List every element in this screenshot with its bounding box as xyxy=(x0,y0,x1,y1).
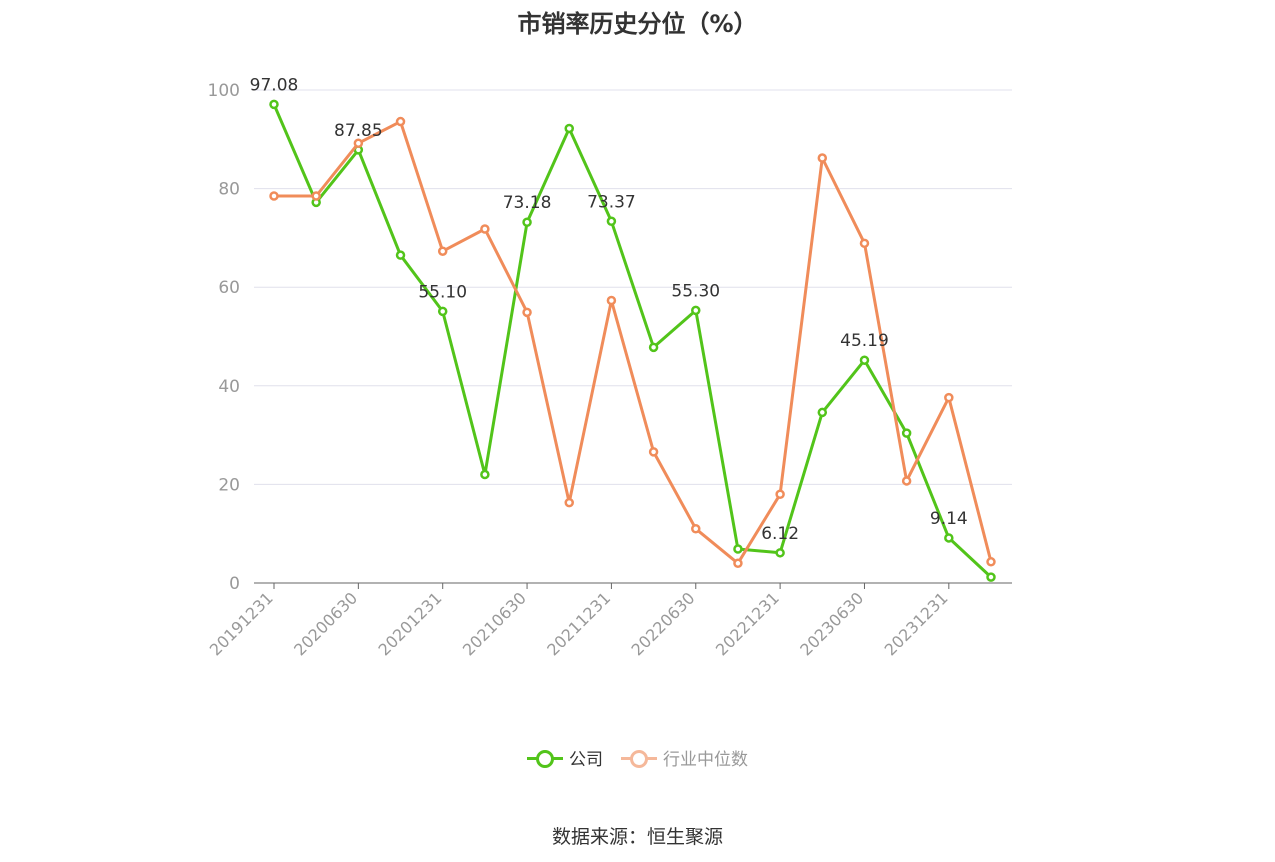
data-source: 数据来源：恒生聚源 xyxy=(551,826,723,848)
point-company-20221231 xyxy=(775,548,785,558)
data-label-company-20211231: 73.37 xyxy=(587,192,636,212)
point-company-20201231 xyxy=(437,306,448,317)
point-industry-median-20221231 xyxy=(775,489,785,500)
legend-industry-label: 行业中位数 xyxy=(663,750,748,770)
point-company-20210331 xyxy=(480,469,490,480)
legend-item-industry-median[interactable]: 行业中位数 xyxy=(621,745,748,770)
legend: 公司 行业中位数 xyxy=(0,745,1275,770)
point-company-20210930 xyxy=(564,123,574,134)
legend-item-company[interactable]: 公司 xyxy=(527,745,603,770)
data-label-company-20191231: 97.08 xyxy=(250,75,299,95)
data-label-company-20201231: 55.10 xyxy=(418,282,467,302)
point-industry-median-20200630 xyxy=(353,138,364,148)
point-industry-median-20210930 xyxy=(564,497,574,508)
point-company-20230630 xyxy=(859,355,870,365)
point-industry-median-20211231 xyxy=(606,295,617,306)
x-tick-label-20200630: 20200630 xyxy=(290,588,361,659)
point-industry-median-20191231 xyxy=(269,191,279,201)
y-axis: 0 20 40 60 80 100 xyxy=(208,81,240,594)
legend-industry-marker-icon xyxy=(621,749,657,768)
point-industry-median-20230331 xyxy=(817,153,828,163)
point-industry-median-20220630 xyxy=(691,524,701,534)
point-industry-median-20201231 xyxy=(437,246,448,256)
x-tick-label-20191231: 20191231 xyxy=(206,588,277,659)
data-label-company-20230630: 45.19 xyxy=(840,331,889,351)
x-tick-label-20231231: 20231231 xyxy=(881,588,952,659)
point-company-20230331 xyxy=(817,407,828,418)
point-industry-median-20200331 xyxy=(311,191,321,201)
x-tick-label-20201231: 20201231 xyxy=(375,588,446,659)
point-industry-median-20230630 xyxy=(859,238,870,249)
point-industry-median-20220930 xyxy=(733,558,743,569)
x-axis: 20191231 20200630 20201231 20210630 20211231… xyxy=(206,582,1012,659)
chart-title: 市销率历史分位（%） xyxy=(517,10,758,38)
data-labels: 97.08 87.85 55.10 73.18 73.37 55.30 6.12 45.19 9… xyxy=(250,75,968,543)
y-tick-label-100: 100 xyxy=(208,81,240,101)
point-company-20231231 xyxy=(944,533,954,543)
data-label-company-20220630: 55.30 xyxy=(671,281,720,301)
y-tick-label-40: 40 xyxy=(218,377,240,397)
point-company-20240331 xyxy=(986,572,996,582)
y-tick-label-20: 20 xyxy=(218,475,240,495)
point-industry-median-20210630 xyxy=(522,307,532,318)
point-company-20230930 xyxy=(901,428,912,438)
series-layer xyxy=(269,99,996,582)
point-company-20220331 xyxy=(648,342,659,353)
y-tick-label-80: 80 xyxy=(218,180,240,200)
data-label-company-20231231: 9.14 xyxy=(930,509,968,529)
y-tick-label-60: 60 xyxy=(218,278,240,298)
point-industry-median-20220331 xyxy=(648,447,659,457)
x-tick-label-20230630: 20230630 xyxy=(796,588,867,659)
point-industry-median-20230930 xyxy=(901,476,912,486)
legend-company-marker-icon xyxy=(527,749,563,768)
series-line-industry-median xyxy=(274,120,993,565)
point-company-20210630 xyxy=(522,217,532,227)
series-line-company xyxy=(272,103,993,579)
legend-company-label: 公司 xyxy=(569,750,603,770)
data-label-company-20221231: 6.12 xyxy=(761,524,799,544)
data-label-company-20200630: 87.85 xyxy=(334,121,383,141)
x-tick-label-20221231: 20221231 xyxy=(712,588,783,659)
point-industry-median-20240331 xyxy=(986,557,996,567)
x-tick-label-20210630: 20210630 xyxy=(459,588,530,659)
x-tick-label-20211231: 20211231 xyxy=(543,588,614,659)
y-tick-label-0: 0 xyxy=(229,574,240,594)
data-label-company-20210630: 73.18 xyxy=(503,193,552,213)
point-industry-median-20231231 xyxy=(944,392,954,403)
point-company-20211231 xyxy=(606,216,617,227)
point-industry-median-20210331 xyxy=(480,224,490,234)
point-company-20191231 xyxy=(269,99,279,110)
point-company-20220930 xyxy=(733,544,743,554)
point-company-20220630 xyxy=(691,305,701,316)
point-company-20200930 xyxy=(395,250,406,260)
point-industry-median-20200930 xyxy=(395,116,406,127)
x-tick-label-20220630: 20220630 xyxy=(628,588,699,659)
